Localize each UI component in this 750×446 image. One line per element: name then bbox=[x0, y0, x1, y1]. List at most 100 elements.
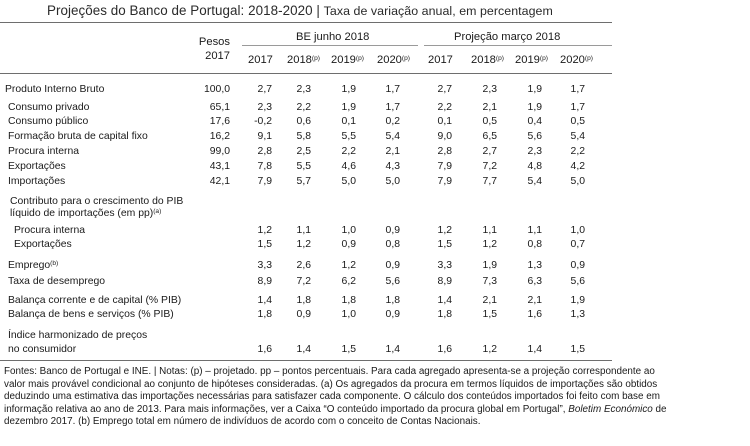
table-cell: 1,0 bbox=[570, 225, 585, 236]
title-main: Projeções do Banco de Portugal: 2018-202… bbox=[47, 3, 313, 18]
table-cell: 1,2 bbox=[482, 239, 497, 250]
table-cell: 1,9 bbox=[341, 84, 356, 95]
table-cell: 1,6 bbox=[527, 309, 542, 320]
table-cell: 7,2 bbox=[296, 276, 311, 287]
title-subtitle: Taxa de variação anual, em percentagem bbox=[323, 4, 553, 18]
header-bottom-rule bbox=[0, 73, 612, 74]
cell-weight: 17,6 bbox=[209, 116, 230, 127]
footnote-line-1: Fontes: Banco de Portugal e INE. | Notas… bbox=[4, 366, 655, 377]
table-cell: 4,8 bbox=[527, 161, 542, 172]
table-cell: 5,4 bbox=[570, 131, 585, 142]
table-cell: 1,6 bbox=[257, 344, 272, 355]
table-cell: -0,2 bbox=[254, 116, 272, 127]
table-cell: 1,1 bbox=[527, 225, 542, 236]
table-cell: 1,4 bbox=[296, 344, 311, 355]
footnote-line-4-tail: de bbox=[652, 403, 667, 415]
table-cell: 2,3 bbox=[257, 102, 272, 113]
table-cell: 3,3 bbox=[257, 260, 272, 271]
cell-weight: 42,1 bbox=[209, 176, 230, 187]
table-cell: 8,9 bbox=[437, 276, 452, 287]
table-cell: 0,9 bbox=[570, 260, 585, 271]
table-cell: 1,7 bbox=[570, 102, 585, 113]
table-cell: 0,9 bbox=[385, 225, 400, 236]
header-year-2017-proj: 2017 bbox=[428, 54, 453, 66]
table-cell: 2,5 bbox=[296, 146, 311, 157]
header-year-2019-be: 2019(p) bbox=[331, 54, 364, 66]
header-year-label: 2019 bbox=[331, 54, 356, 66]
table-cell: 2,8 bbox=[437, 146, 452, 157]
table-cell: 5,5 bbox=[341, 131, 356, 142]
page-title: Projeções do Banco de Portugal: 2018-202… bbox=[47, 3, 553, 18]
contributo-footnote-ref: (a) bbox=[153, 208, 162, 215]
table-cell: 5,5 bbox=[296, 161, 311, 172]
table-cell: 1,8 bbox=[385, 295, 400, 306]
row-label-ihpc: no consumidor bbox=[8, 344, 77, 355]
cell-weight: 16,2 bbox=[209, 131, 230, 142]
header-weights-year: 2017 bbox=[205, 50, 230, 62]
section-label-contributo-line2: líquido de importações (em pp)(a) bbox=[10, 208, 161, 219]
row-label-importacoes: Importações bbox=[8, 176, 66, 187]
cell-weight: 65,1 bbox=[209, 102, 230, 113]
table-cell: 1,7 bbox=[385, 102, 400, 113]
row-label-consumo-privado: Consumo privado bbox=[8, 102, 90, 113]
header-year-2018-be: 2018(p) bbox=[287, 54, 320, 66]
table-cell: 1,4 bbox=[437, 295, 452, 306]
table-cell: 5,8 bbox=[296, 131, 311, 142]
table-cell: 1,5 bbox=[570, 344, 585, 355]
header-weights-label: Pesos bbox=[198, 36, 230, 48]
cell-weight: 100,0 bbox=[203, 84, 230, 95]
group-rule-be bbox=[242, 45, 418, 46]
header-year-projected-marker: (p) bbox=[584, 55, 593, 62]
table-cell: 2,2 bbox=[296, 102, 311, 113]
table-cell: 1,8 bbox=[257, 309, 272, 320]
row-label-fbcf: Formação bruta de capital fixo bbox=[8, 131, 148, 142]
table-cell: 1,4 bbox=[527, 344, 542, 355]
table-cell: 3,3 bbox=[437, 260, 452, 271]
table-cell: 0,9 bbox=[385, 309, 400, 320]
header-year-label: 2020 bbox=[377, 54, 402, 66]
header-year-label: 2020 bbox=[560, 54, 585, 66]
table-cell: 0,1 bbox=[437, 116, 452, 127]
table-cell: 0,9 bbox=[296, 309, 311, 320]
contributo-line2-text: líquido de importações (em pp) bbox=[10, 208, 154, 219]
footnote-line-2: valor mais provável condicional ao conju… bbox=[4, 378, 658, 390]
table-cell: 1,1 bbox=[296, 225, 311, 236]
table-cell: 0,8 bbox=[527, 239, 542, 250]
table-cell: 1,9 bbox=[482, 260, 497, 271]
header-year-projected-marker: (p) bbox=[539, 55, 548, 62]
table-cell: 5,0 bbox=[341, 176, 356, 187]
table-cell: 2,1 bbox=[482, 295, 497, 306]
table-cell: 1,9 bbox=[341, 102, 356, 113]
table-cell: 0,9 bbox=[341, 239, 356, 250]
table-cell: 1,5 bbox=[482, 309, 497, 320]
table-cell: 9,0 bbox=[437, 131, 452, 142]
table-cell: 0,9 bbox=[385, 260, 400, 271]
section-label-ihpc: Índice harmonizado de preços bbox=[8, 330, 148, 341]
header-year-label: 2018 bbox=[287, 54, 312, 66]
table-cell: 5,4 bbox=[527, 176, 542, 187]
header-year-projected-marker: (p) bbox=[495, 55, 504, 62]
table-bottom-rule bbox=[0, 360, 612, 361]
header-group-projecao-marco: Projeção março 2018 bbox=[454, 31, 561, 43]
header-year-2017-be: 2017 bbox=[248, 54, 273, 66]
header-group-be-junho: BE junho 2018 bbox=[296, 31, 370, 43]
table-cell: 1,8 bbox=[437, 309, 452, 320]
emprego-text: Emprego bbox=[8, 260, 51, 271]
table-cell: 2,6 bbox=[296, 260, 311, 271]
footnote-line-4: informação relativa ao ano de 2013. Para… bbox=[4, 404, 667, 417]
table-cell: 1,2 bbox=[341, 260, 356, 271]
table-cell: 0,4 bbox=[527, 116, 542, 127]
table-cell: 1,1 bbox=[482, 225, 497, 236]
table-cell: 6,3 bbox=[527, 276, 542, 287]
table-cell: 1,5 bbox=[341, 344, 356, 355]
table-cell: 1,8 bbox=[296, 295, 311, 306]
table-cell: 5,0 bbox=[570, 176, 585, 187]
table-cell: 8,9 bbox=[257, 276, 272, 287]
cell-weight: 99,0 bbox=[209, 146, 230, 157]
row-label-pib: Produto Interno Bruto bbox=[5, 84, 105, 95]
header-year-projected-marker: (p) bbox=[401, 55, 410, 62]
row-label-exportacoes: Exportações bbox=[8, 161, 66, 172]
row-label-desemprego: Taxa de desemprego bbox=[8, 276, 106, 287]
footnote: Fontes: Banco de Portugal e INE. | Notas… bbox=[4, 366, 667, 429]
table-cell: 0,5 bbox=[570, 116, 585, 127]
